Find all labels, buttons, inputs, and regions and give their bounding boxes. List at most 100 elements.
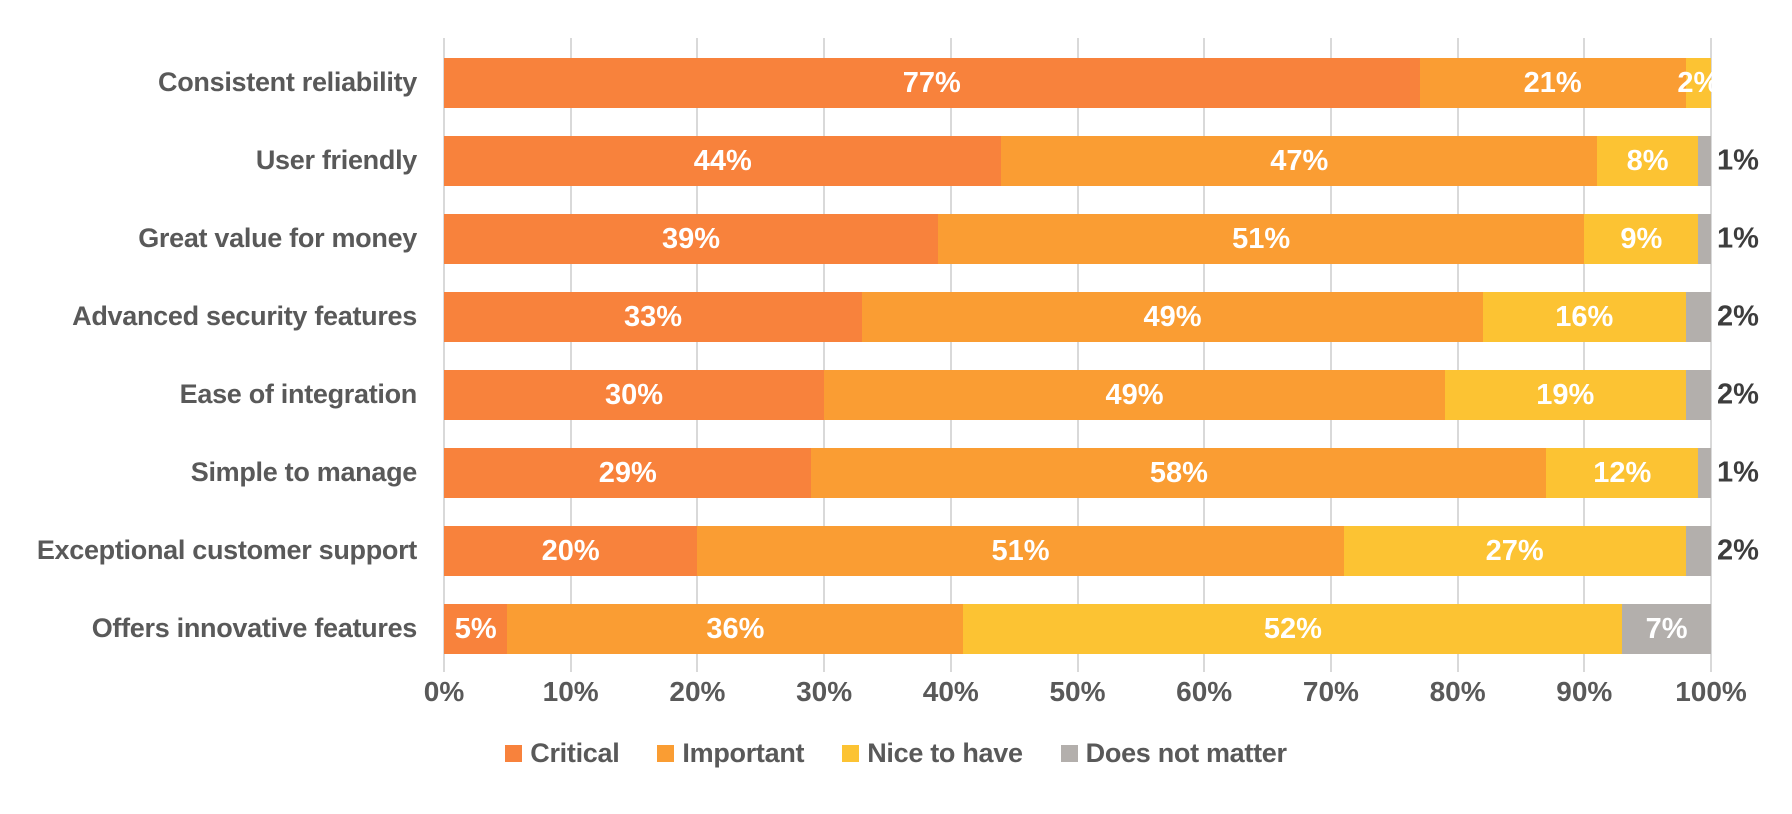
bar-segment: 52% [963, 604, 1623, 654]
x-axis-tick-label: 70% [1302, 676, 1359, 707]
value-label: 51% [1232, 222, 1291, 255]
value-label-outside: 1% [1717, 144, 1759, 177]
bar-segment [1698, 136, 1711, 186]
stacked-bar: 39% 51% 9% [444, 214, 1711, 264]
bar-segment: 51% [938, 214, 1585, 264]
bar-segment: 7% [1622, 604, 1711, 654]
value-label: 44% [693, 144, 752, 177]
value-label: 49% [1143, 300, 1202, 333]
legend-item: Nice to have [842, 738, 1023, 769]
bar-segment: 2% [1677, 58, 1719, 108]
bar-segment: 16% [1482, 292, 1686, 342]
value-label-outside: 1% [1717, 456, 1759, 489]
value-label: 58% [1149, 456, 1208, 489]
value-label: 21% [1523, 66, 1582, 99]
bar-track: 30% 49% 19% 2% [444, 370, 1759, 420]
legend-item: Critical [505, 738, 620, 769]
bar-track: 44% 47% 8% 1% [444, 136, 1759, 186]
x-axis-tick-label: 40% [922, 676, 979, 707]
value-label: 8% [1626, 144, 1669, 177]
category-label: Consistent reliability [158, 67, 417, 98]
value-label: 77% [902, 66, 961, 99]
value-label: 39% [662, 222, 721, 255]
bar-segment: 30% [444, 370, 825, 420]
stacked-bar: 33% 49% 16% [444, 292, 1711, 342]
x-axis-tick-label: 20% [669, 676, 726, 707]
bar-segment: 39% [444, 214, 939, 264]
x-axis-tick-label: 0% [423, 676, 465, 707]
x-axis-tick-label: 50% [1049, 676, 1106, 707]
value-label: 52% [1263, 612, 1322, 645]
bar-segment: 58% [811, 448, 1547, 498]
value-label: 27% [1485, 534, 1544, 567]
value-label: 30% [605, 378, 664, 411]
stacked-bar: 20% 51% 27% [444, 526, 1711, 576]
value-label: 29% [598, 456, 657, 489]
legend-label: Critical [530, 738, 620, 768]
value-label-outside: 2% [1717, 378, 1759, 411]
bar-segment: 5% [444, 604, 508, 654]
value-label: 12% [1593, 456, 1652, 489]
stacked-bar: 44% 47% 8% [444, 136, 1711, 186]
bar-segment: 19% [1444, 370, 1686, 420]
x-axis-tick-label: 90% [1556, 676, 1613, 707]
legend-swatch-icon [1060, 745, 1078, 762]
legend: Critical Important Nice to have Does not… [0, 738, 1792, 769]
value-label: 33% [624, 300, 683, 333]
bar-segment: 36% [507, 604, 964, 654]
bar-row: Consistent reliability 77% 21% 2% [0, 44, 1792, 122]
x-axis-tick-label: 80% [1429, 676, 1486, 707]
bar-segment: 21% [1419, 58, 1686, 108]
category-label: Exceptional customer support [36, 535, 417, 566]
bar-track: 20% 51% 27% 2% [444, 526, 1759, 576]
value-label: 49% [1105, 378, 1164, 411]
x-axis: 0% 10% 20% 30% 40% 50% 60% 70% 80% 90% 1… [424, 676, 1747, 716]
legend-label: Important [682, 738, 805, 768]
bar-row: Advanced security features 33% 49% 16% 2% [0, 278, 1792, 356]
bar-segment: 44% [444, 136, 1002, 186]
value-label: 16% [1555, 300, 1614, 333]
bar-segment [1698, 214, 1711, 264]
bar-segment [1698, 448, 1711, 498]
bar-segment: 9% [1584, 214, 1699, 264]
bar-segment: 33% [444, 292, 863, 342]
bar-segment: 51% [697, 526, 1344, 576]
value-label: 51% [991, 534, 1050, 567]
bar-row: Ease of integration 30% 49% 19% 2% [0, 356, 1792, 434]
category-label: Great value for money [138, 223, 417, 254]
legend-label: Does not matter [1085, 738, 1287, 768]
category-label: Simple to manage [190, 457, 418, 488]
x-axis-tick-label: 30% [796, 676, 853, 707]
value-label: 47% [1270, 144, 1329, 177]
bar-segment [1685, 526, 1711, 576]
category-label: Advanced security features [72, 301, 417, 332]
value-label: 9% [1620, 222, 1663, 255]
stacked-bar: 29% 58% 12% [444, 448, 1711, 498]
stacked-bar: 77% 21% 2% [444, 58, 1719, 108]
value-label: 5% [454, 612, 497, 645]
category-label: User friendly [255, 145, 417, 176]
bar-track: 5% 36% 52% 7% [444, 604, 1711, 654]
bar-row: User friendly 44% 47% 8% 1% [0, 122, 1792, 200]
value-label-outside: 1% [1717, 222, 1759, 255]
x-axis-tick-label: 100% [1675, 676, 1747, 707]
bar-segment: 27% [1343, 526, 1686, 576]
stacked-bar: 30% 49% 19% [444, 370, 1711, 420]
bar-track: 33% 49% 16% 2% [444, 292, 1759, 342]
bar-track: 29% 58% 12% 1% [444, 448, 1759, 498]
value-label: 20% [541, 534, 600, 567]
value-label: 7% [1645, 612, 1688, 645]
bar-segment: 47% [1001, 136, 1597, 186]
bar-row: Great value for money 39% 51% 9% 1% [0, 200, 1792, 278]
bar-segment [1685, 292, 1711, 342]
legend-label: Nice to have [867, 738, 1023, 768]
value-label: 2% [1677, 66, 1720, 99]
bar-segment: 8% [1596, 136, 1699, 186]
stacked-bar: 5% 36% 52% 7% [444, 604, 1711, 654]
legend-swatch-icon [505, 745, 523, 762]
bar-track: 39% 51% 9% 1% [444, 214, 1759, 264]
bar-segment: 49% [862, 292, 1483, 342]
x-axis-tick-label: 60% [1176, 676, 1233, 707]
bar-row: Simple to manage 29% 58% 12% 1% [0, 434, 1792, 512]
